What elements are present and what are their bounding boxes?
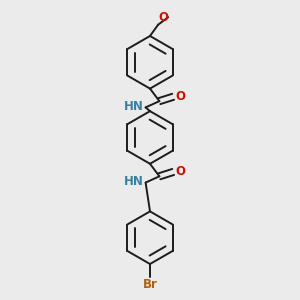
Text: O: O [175, 165, 185, 178]
Text: HN: HN [124, 100, 144, 113]
Text: HN: HN [124, 176, 144, 188]
Text: Br: Br [142, 278, 158, 291]
Text: O: O [159, 11, 169, 24]
Text: O: O [175, 90, 185, 103]
